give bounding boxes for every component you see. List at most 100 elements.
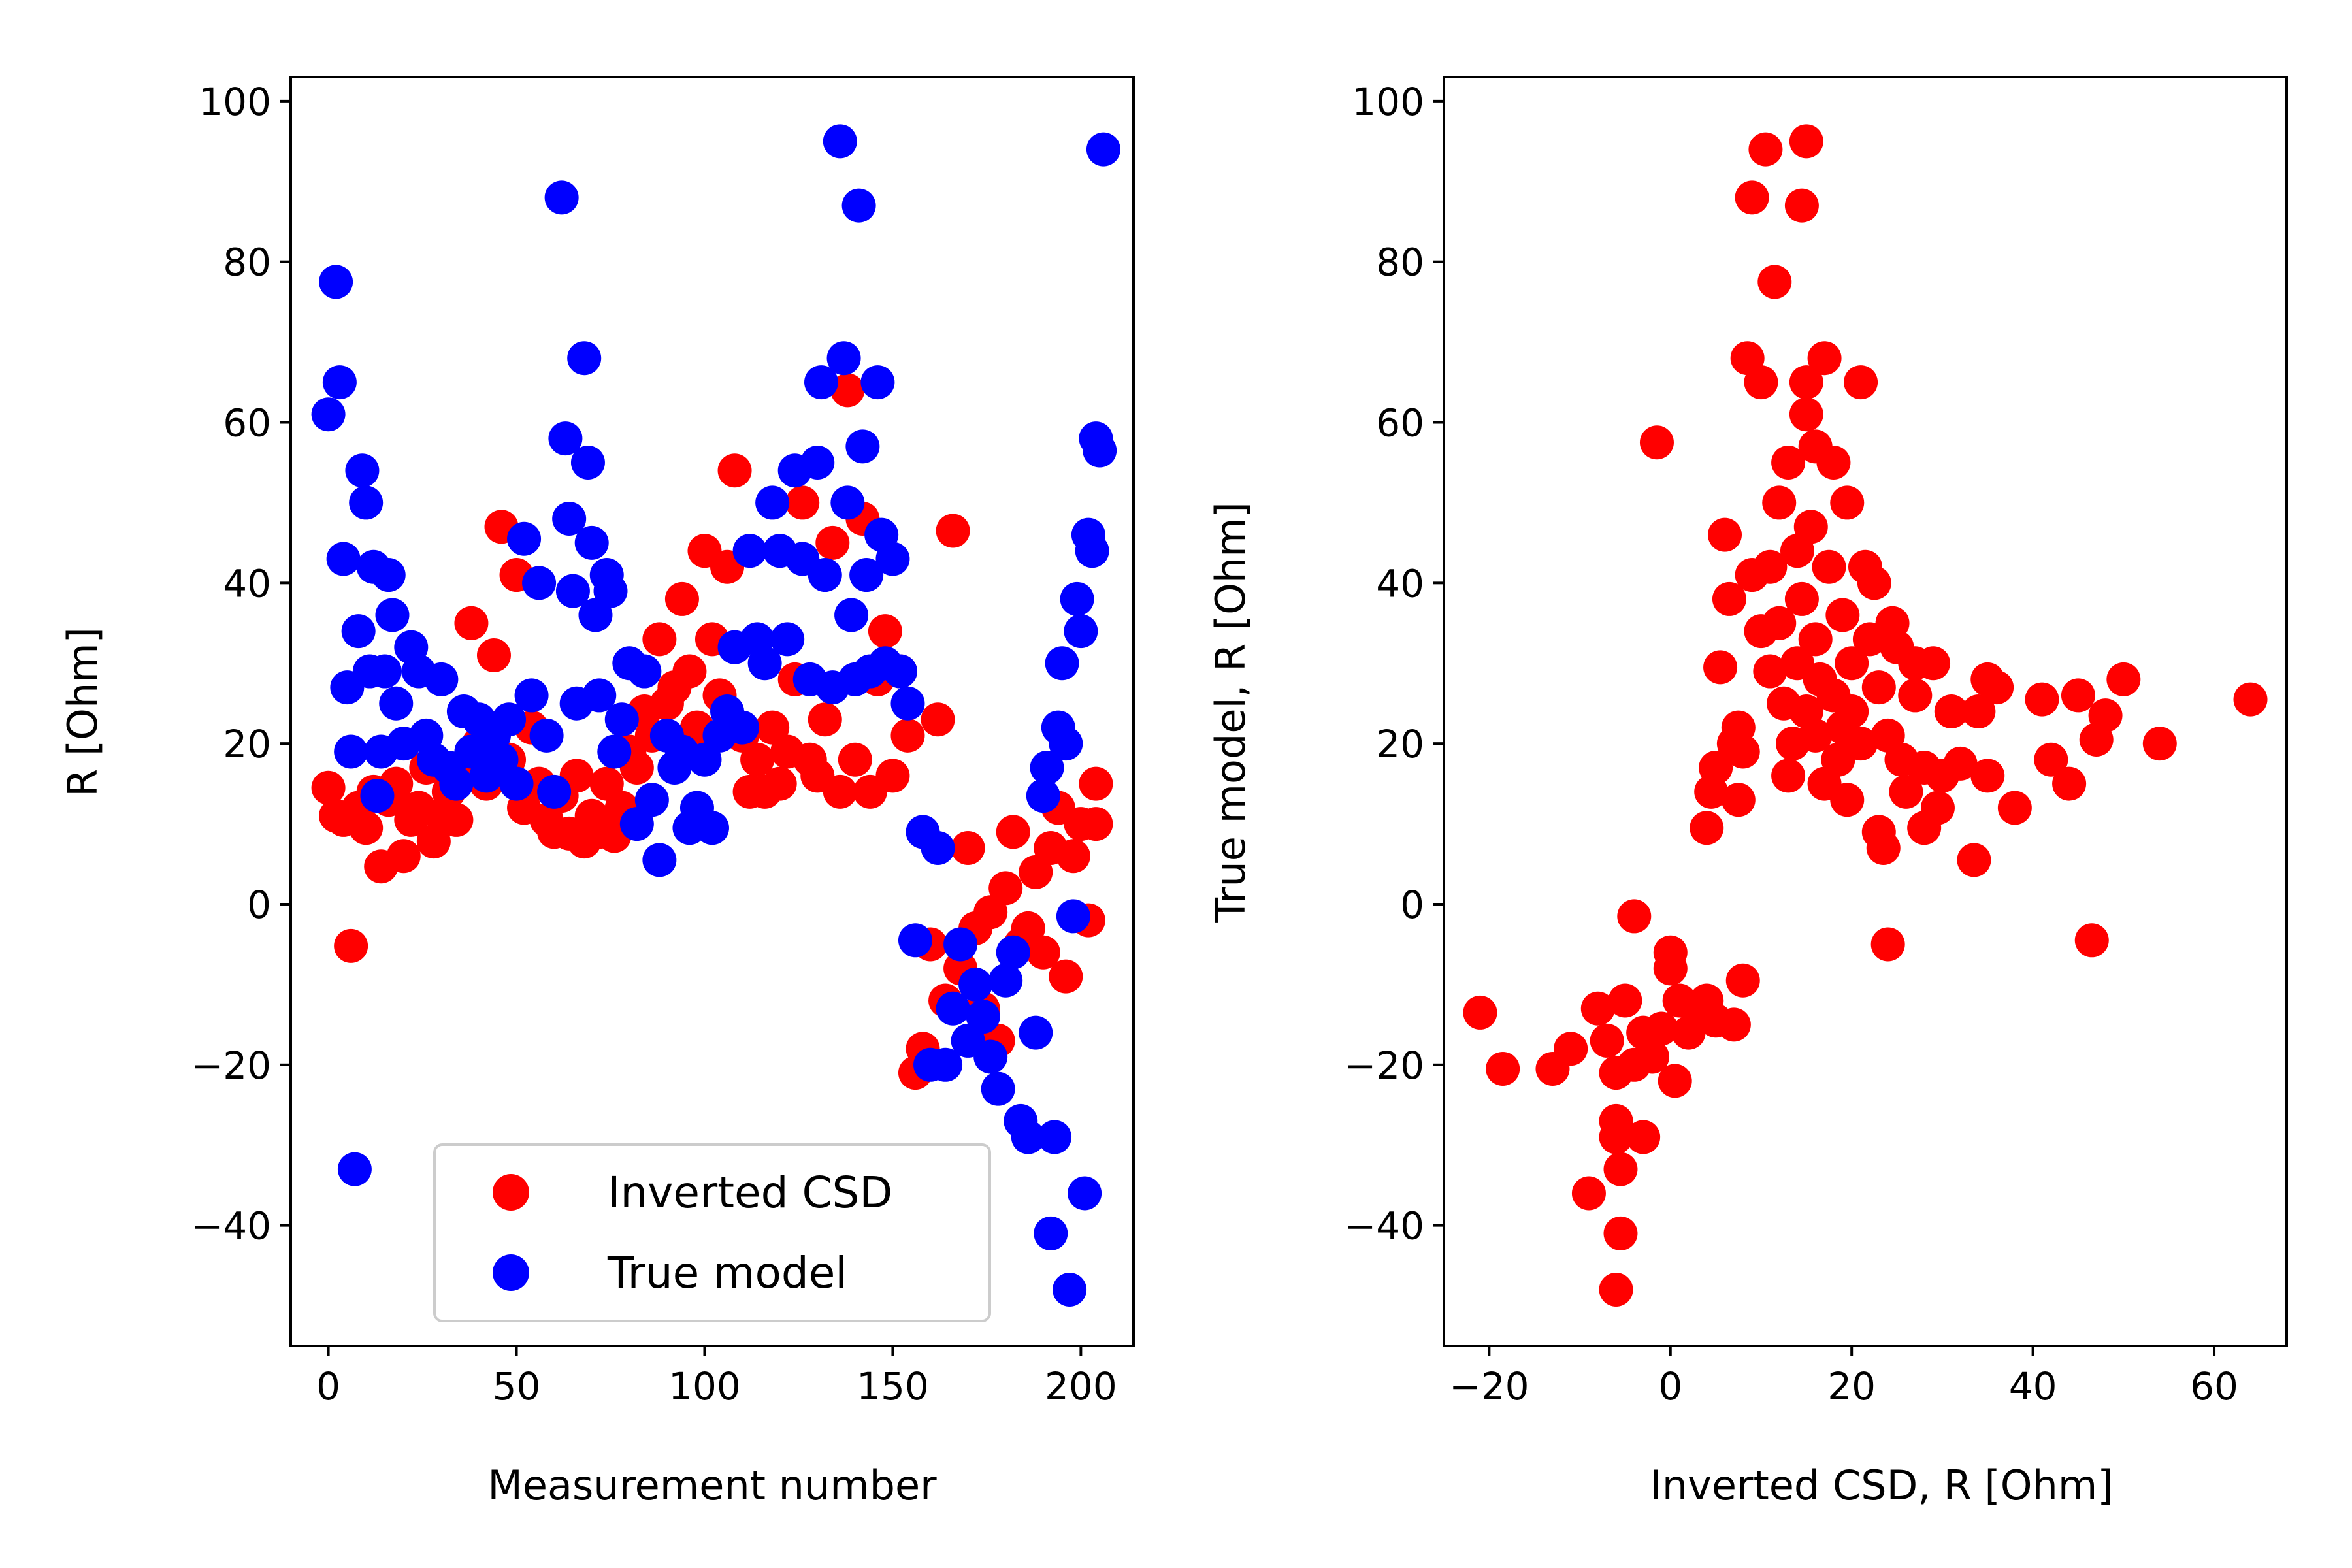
right-point-series-0-12	[1599, 1272, 1633, 1307]
left-point-true-model-85	[834, 598, 869, 632]
right-y-tick-label: 80	[1376, 240, 1424, 285]
right-point-series-0-82	[1844, 727, 1878, 761]
left-point-true-model-91	[860, 365, 895, 400]
left-y-tick-label: 0	[247, 883, 271, 927]
left-point-true-model-2	[322, 365, 357, 400]
left-point-true-model-94	[875, 542, 910, 576]
left-point-true-model-7	[341, 614, 376, 649]
left-point-inverted-csd-70	[838, 742, 872, 777]
left-point-inverted-csd-95	[1026, 935, 1060, 970]
left-point-true-model-56	[634, 783, 669, 817]
right-point-series-0-0	[1463, 995, 1497, 1030]
right-plot-frame	[1443, 76, 2288, 1347]
left-chart-axes: 0 50 100 150 200 −40 −20 0 20 40 60 80 100	[191, 76, 1135, 1409]
left-point-true-model-71	[747, 646, 782, 681]
left-point-true-model-112	[1011, 1120, 1045, 1154]
right-point-series-0-54	[1771, 445, 1806, 480]
left-point-true-model-121	[1053, 1272, 1087, 1307]
left-point-inverted-csd-81	[921, 702, 955, 737]
right-point-series-0-95	[1898, 678, 1933, 713]
left-x-tick-label: 200	[1045, 1364, 1117, 1409]
left-point-true-model-57	[642, 843, 677, 877]
left-point-inverted-csd-74	[868, 614, 902, 649]
left-point-true-model-82	[823, 124, 857, 159]
right-point-series-0-15	[1626, 1120, 1661, 1154]
left-point-true-model-117	[1037, 1120, 1072, 1154]
left-point-true-model-16	[375, 598, 410, 632]
left-point-inverted-csd-103	[1079, 807, 1113, 841]
right-chart-axes: −20 0 20 40 60 −40 −20 0 20 40 60 80 100	[1345, 76, 2288, 1409]
right-point-series-0-79	[1835, 646, 1869, 681]
right-point-series-0-111	[2034, 742, 2068, 777]
left-point-true-model-114	[1026, 779, 1060, 813]
left-point-true-model-6	[337, 1152, 372, 1186]
left-point-true-model-120	[1049, 727, 1083, 761]
left-point-inverted-csd-22	[476, 638, 511, 672]
left-point-true-model-103	[943, 927, 978, 962]
right-point-series-0-30	[1639, 425, 1674, 460]
right-point-series-0-106	[1970, 759, 2005, 793]
right-y-tick-label: 40	[1376, 561, 1424, 606]
left-point-true-model-52	[604, 702, 639, 737]
left-point-inverted-csd-54	[717, 453, 752, 488]
right-point-series-0-117	[2106, 662, 2141, 696]
right-point-series-0-22	[1658, 1064, 1692, 1098]
left-point-true-model-123	[1060, 581, 1094, 616]
left-point-inverted-csd-85	[951, 830, 985, 865]
left-x-tick-label: 150	[857, 1364, 929, 1409]
right-point-series-0-43	[1735, 180, 1769, 215]
right-point-series-0-45	[1744, 365, 1778, 400]
left-point-true-model-83	[826, 341, 861, 376]
left-point-true-model-39	[544, 180, 579, 215]
right-point-series-0-18	[1644, 1011, 1678, 1046]
left-point-inverted-csd-90	[988, 871, 1023, 906]
left-point-inverted-csd-99	[1056, 839, 1090, 874]
left-point-true-model-3	[326, 542, 361, 576]
left-point-true-model-115	[1030, 751, 1064, 785]
right-point-series-0-116	[2088, 698, 2123, 733]
right-point-series-0-28	[1716, 1007, 1751, 1042]
left-point-inverted-csd-0	[311, 770, 346, 805]
left-point-inverted-csd-57	[740, 742, 775, 777]
legend-marker-inverted	[493, 1174, 529, 1211]
right-x-tick-label: 0	[1658, 1364, 1682, 1409]
left-point-true-model-34	[507, 521, 542, 556]
left-point-true-model-1	[319, 265, 353, 299]
left-point-inverted-csd-17	[439, 802, 474, 837]
right-point-series-0-1	[1486, 1051, 1520, 1086]
right-point-series-0-19	[1617, 899, 1652, 934]
left-point-inverted-csd-14	[416, 825, 451, 859]
left-point-true-model-74	[770, 622, 805, 657]
left-point-true-model-100	[921, 830, 955, 865]
left-chart-points	[311, 124, 1120, 1307]
left-point-true-model-44	[567, 341, 602, 376]
left-point-true-model-80	[808, 558, 842, 593]
legend-label-true-model: True model	[607, 1248, 847, 1298]
right-point-series-0-73	[1816, 445, 1851, 480]
right-point-series-0-31	[1690, 811, 1724, 845]
right-y-tick-label: −40	[1345, 1204, 1424, 1249]
right-point-series-0-4	[1571, 1176, 1606, 1211]
left-point-inverted-csd-66	[808, 702, 842, 737]
left-point-true-model-105	[958, 967, 993, 1002]
legend-label-inverted: Inverted CSD	[608, 1168, 892, 1218]
right-point-series-0-67	[1798, 622, 1833, 657]
right-point-series-0-10	[1603, 1152, 1638, 1186]
right-point-series-0-47	[1753, 654, 1788, 689]
right-point-series-0-33	[1699, 751, 1733, 785]
right-point-series-0-109	[1997, 791, 2032, 825]
left-point-true-model-25	[439, 766, 474, 801]
left-point-inverted-csd-75	[875, 759, 910, 793]
right-point-series-0-78	[1830, 485, 1865, 520]
left-point-true-model-46	[574, 525, 609, 560]
left-point-true-model-48	[582, 678, 617, 713]
left-y-tick-label: 40	[223, 561, 271, 606]
left-point-true-model-23	[424, 662, 459, 696]
right-point-series-0-40	[1725, 734, 1760, 769]
left-point-true-model-95	[883, 654, 917, 689]
right-point-series-0-6	[1590, 1023, 1624, 1058]
legend-box	[433, 1143, 991, 1322]
left-point-true-model-89	[849, 558, 884, 593]
left-point-true-model-101	[928, 1047, 963, 1082]
right-point-series-0-48	[1753, 549, 1788, 584]
